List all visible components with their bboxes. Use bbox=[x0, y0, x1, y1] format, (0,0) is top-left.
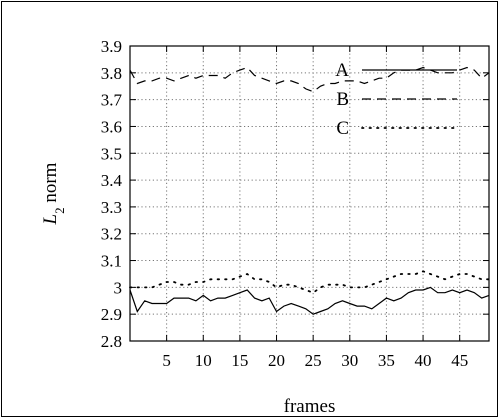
x-tick-label: 15 bbox=[231, 351, 248, 370]
y-tick-label: 2.9 bbox=[101, 305, 122, 324]
legend-label-c: C bbox=[336, 118, 349, 139]
series-line-c bbox=[129, 270, 490, 294]
y-tick-label: 3.7 bbox=[101, 91, 123, 110]
grid-lines bbox=[130, 46, 489, 341]
x-axis-label: frames bbox=[284, 396, 336, 417]
x-tick-label: 20 bbox=[268, 351, 285, 370]
x-tick-label: 35 bbox=[378, 351, 395, 370]
y-tick-label: 3.3 bbox=[101, 198, 122, 217]
x-tick-label: 45 bbox=[451, 351, 468, 370]
y-axis-label-rest: norm bbox=[40, 162, 61, 207]
series-group bbox=[129, 66, 490, 315]
x-tick-label: 25 bbox=[305, 351, 322, 370]
x-tick-label: 5 bbox=[162, 351, 171, 370]
legend-label-a: A bbox=[335, 60, 349, 81]
y-axis-label-subscript: 2 bbox=[52, 207, 67, 214]
y-tick-label: 3 bbox=[114, 278, 123, 297]
legend-label-b: B bbox=[336, 89, 349, 110]
series-line-b bbox=[129, 66, 490, 93]
y-tick-label: 3.4 bbox=[101, 171, 123, 190]
legend: ABC bbox=[335, 60, 458, 139]
y-tick-label: 3.6 bbox=[101, 117, 122, 136]
y-axis-label: L2 norm bbox=[40, 162, 67, 225]
x-tick-label: 10 bbox=[195, 351, 212, 370]
plot-area-frame bbox=[129, 45, 490, 342]
y-tick-label: 3.9 bbox=[101, 37, 122, 56]
y-tick-label: 2.8 bbox=[101, 332, 122, 351]
y-tick-label: 3.1 bbox=[101, 252, 122, 271]
y-tick-label: 3.2 bbox=[101, 225, 122, 244]
series-line-a bbox=[129, 286, 490, 315]
x-tick-label: 40 bbox=[415, 351, 432, 370]
y-tick-label: 3.8 bbox=[101, 64, 122, 83]
y-axis-label-main: L bbox=[40, 214, 61, 226]
x-tick-label: 30 bbox=[341, 351, 358, 370]
axis-ticks: 2.8 2.9 3 3.1 3.2 3.3 3.4 3.5 3.6 3.7 3.8 3.9 5 10 15 2… bbox=[101, 37, 489, 370]
y-tick-label: 3.5 bbox=[101, 144, 122, 163]
